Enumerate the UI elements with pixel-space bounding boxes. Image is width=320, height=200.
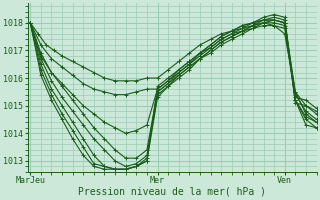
X-axis label: Pression niveau de la mer( hPa ): Pression niveau de la mer( hPa ) — [78, 187, 266, 197]
